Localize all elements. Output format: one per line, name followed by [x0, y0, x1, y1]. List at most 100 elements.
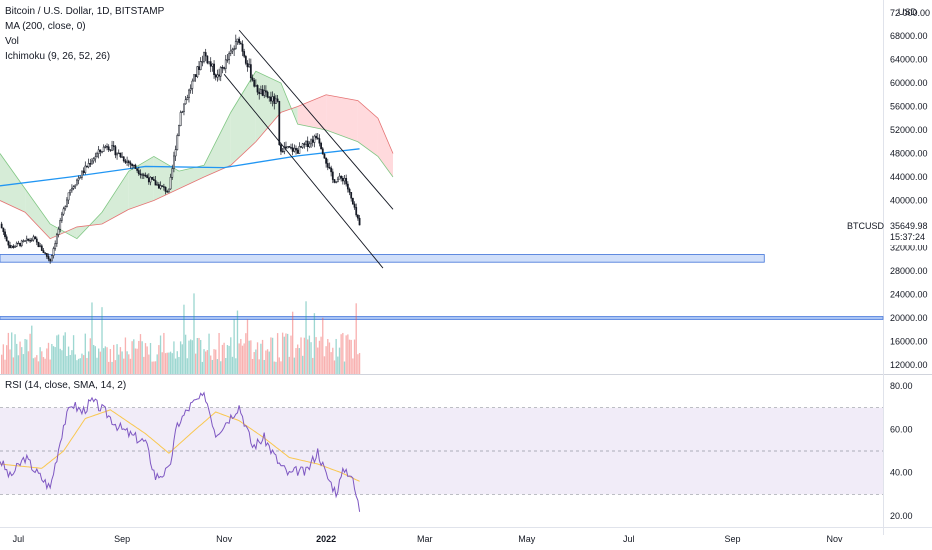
candle-body — [104, 146, 107, 148]
candle-body — [147, 177, 150, 183]
candle-body — [137, 170, 140, 175]
volume-bar — [198, 337, 200, 374]
price-tick: 28000.00 — [890, 266, 928, 276]
candle-body — [338, 175, 341, 180]
ichimoku-legend[interactable]: Ichimoku (9, 26, 52, 26) — [5, 51, 111, 62]
candle-body — [173, 155, 175, 169]
volume-bar — [144, 343, 147, 374]
volume-bar — [295, 348, 297, 374]
volume-bar — [51, 343, 53, 374]
volume-bar — [312, 357, 314, 374]
volume-bar — [138, 340, 140, 374]
candle-body — [341, 177, 344, 182]
volume-bar — [168, 352, 170, 374]
currency-label[interactable]: USD — [898, 7, 918, 17]
candle-body — [77, 177, 80, 181]
candle-body — [345, 178, 348, 185]
candle-body — [107, 146, 110, 150]
candle-body — [54, 243, 57, 249]
candle-body — [74, 184, 77, 188]
candle-body — [45, 253, 48, 257]
candle-body — [171, 168, 174, 178]
candle-body — [52, 248, 55, 256]
candle-body — [184, 99, 187, 105]
candle-body — [301, 143, 304, 148]
candle-body — [25, 238, 28, 241]
price-tick: 60000.00 — [890, 78, 928, 88]
price-tick-top: 72 000.00 — [890, 8, 930, 18]
volume-bar — [263, 359, 265, 374]
candle-body — [179, 112, 182, 126]
volume-bars — [1, 293, 361, 374]
candle-body — [10, 245, 13, 249]
candle-body — [199, 61, 202, 70]
candle-body — [101, 151, 103, 153]
candle-body — [350, 192, 353, 199]
candle-body — [346, 183, 349, 190]
ichimoku-cloud — [0, 70, 394, 240]
volume-bar — [34, 357, 36, 374]
volume-bar — [21, 347, 23, 374]
volume-bar — [92, 344, 95, 374]
candle-body — [116, 153, 118, 156]
candle-body — [291, 147, 294, 152]
volume-bar — [337, 356, 339, 374]
cloud-segment — [357, 100, 378, 157]
candle-body — [67, 192, 70, 201]
volume-bar — [41, 351, 43, 374]
candle-body — [37, 241, 40, 248]
candle-body — [27, 238, 30, 241]
price-tick: 20000.00 — [890, 313, 928, 323]
candle-body — [5, 236, 8, 242]
price-tick: 56000.00 — [890, 102, 928, 112]
volume-bar — [11, 332, 13, 374]
volume-bar — [320, 336, 322, 374]
ma-200-line — [0, 148, 360, 187]
volume-bar — [84, 333, 86, 374]
cloud-segment — [102, 171, 129, 224]
volume-bar — [69, 355, 71, 374]
cloud-segment — [0, 153, 26, 213]
volume-bar — [293, 357, 296, 374]
candle-body — [216, 74, 219, 78]
volume-bar — [253, 352, 255, 374]
rsi-legend[interactable]: RSI (14, close, SMA, 14, 2) — [5, 380, 127, 391]
candle-body — [14, 246, 16, 248]
candle-body — [356, 214, 359, 219]
volume-bar — [114, 360, 117, 374]
candle-body — [335, 181, 338, 183]
volume-bar — [317, 347, 319, 374]
candle-body — [92, 158, 95, 162]
volume-bar — [141, 341, 143, 374]
volume-bar — [52, 346, 55, 374]
candle-body — [89, 163, 92, 165]
candle-body — [253, 79, 256, 87]
price-tick: 44000.00 — [890, 172, 928, 182]
time-tick: Sep — [114, 534, 130, 544]
volume-bar — [258, 359, 260, 374]
volume-bar — [193, 293, 195, 374]
candle-body — [306, 140, 309, 147]
volume-bar — [345, 335, 347, 374]
time-tick: Mar — [417, 534, 433, 544]
volume-bar — [154, 361, 157, 374]
volume-bar — [216, 359, 219, 374]
volume-bar — [246, 319, 249, 374]
candle-body — [355, 207, 358, 216]
cloud-segment — [204, 112, 231, 177]
volume-bar — [44, 358, 46, 374]
candle-body — [141, 174, 144, 176]
price-tick: 16000.00 — [890, 337, 928, 347]
ma-legend[interactable]: MA (200, close, 0) — [5, 21, 86, 32]
candle-body — [181, 111, 184, 113]
vol-legend[interactable]: Vol — [5, 36, 19, 47]
candle-body — [161, 185, 164, 187]
volume-bar — [153, 361, 155, 374]
candle-body — [24, 240, 26, 242]
volume-bar — [325, 346, 327, 374]
volume-bar — [260, 343, 262, 374]
candle-body — [196, 66, 199, 77]
last-price-label: 35649.98 — [890, 221, 928, 231]
candle-body — [340, 175, 343, 179]
